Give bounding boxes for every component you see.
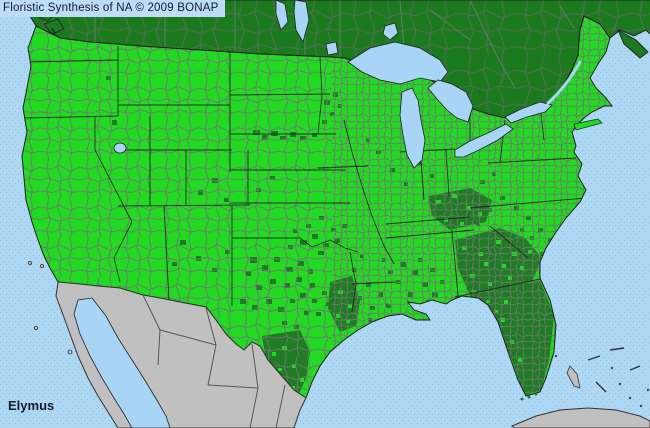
map-title: Floristic Synthesis of NA © 2009 BONAP [0, 0, 225, 17]
taxon-label: Elymus [8, 398, 55, 413]
gulf-of-california [73, 297, 171, 428]
long-island [573, 118, 603, 131]
caribbean-islands [510, 347, 650, 428]
andros-island [566, 365, 581, 389]
mexico-region [55, 281, 307, 428]
great-lakes [113, 0, 582, 169]
florida-keys [520, 392, 538, 401]
nova-scotia [617, 28, 649, 59]
pacific-islands [27, 260, 73, 355]
cuba [510, 407, 650, 428]
great-salt-lake [113, 142, 127, 154]
